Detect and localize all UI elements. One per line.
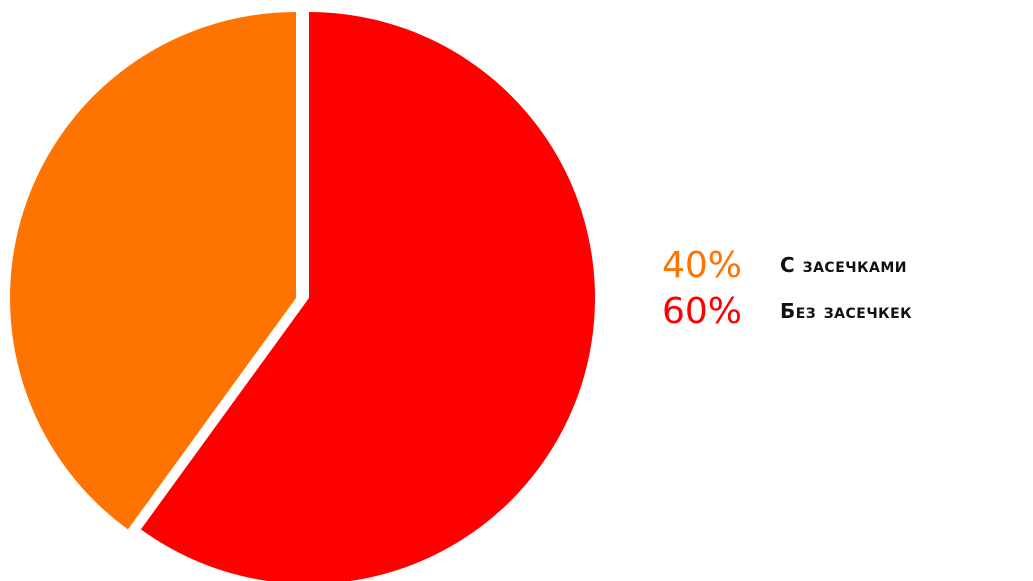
legend: 40% С засечками 60% Без засечкек [662, 242, 912, 334]
pie-slice-serif [10, 12, 297, 530]
legend-item-sans-serif: 60% Без засечкек [662, 288, 912, 334]
legend-value-sans-serif: 60% [662, 290, 743, 332]
pie-slice-sans-serif [140, 12, 595, 581]
legend-value-serif: 40% [662, 244, 743, 286]
legend-label-sans-serif: Без засечкек [780, 299, 913, 323]
legend-item-serif: 40% С засечками [662, 242, 912, 288]
legend-label-serif: С засечками [780, 253, 907, 277]
